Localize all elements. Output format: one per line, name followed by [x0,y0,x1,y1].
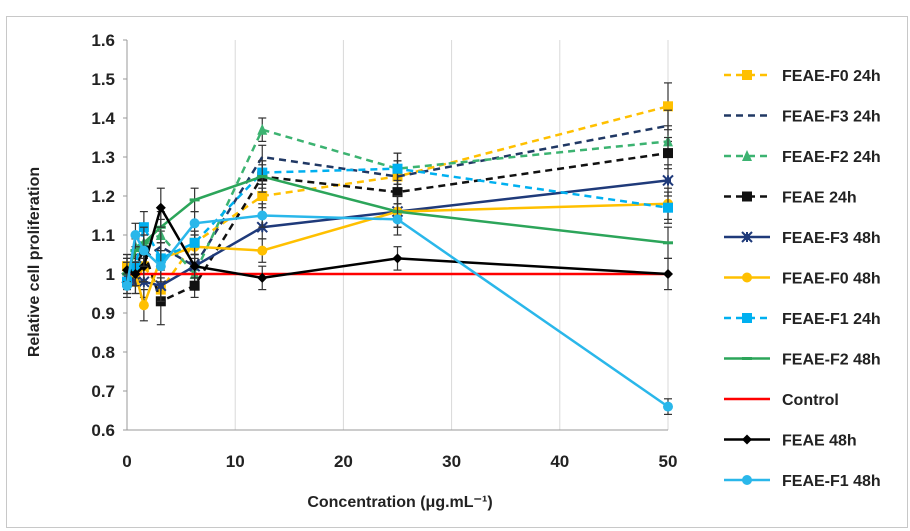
y-tick-label: 1.3 [91,148,115,167]
data-point [189,280,200,291]
legend-label: FEAE-F1 24h [782,311,881,328]
y-tick-label: 1.4 [91,109,115,128]
x-tick-label: 10 [226,452,245,471]
y-tick-label: 1 [106,265,115,284]
legend-label: FEAE 48h [782,433,857,450]
x-tick-label: 40 [550,452,569,471]
legend-marker-core [744,234,750,240]
data-point [138,300,149,311]
data-point [663,148,673,159]
data-point [155,202,166,213]
legend-marker [742,150,752,161]
legend-marker [742,70,752,80]
data-point [155,261,166,272]
legend-marker [742,272,752,283]
legend-item: FEAE-F0 24h [724,68,881,85]
legend-label: FEAE-F0 48h [782,271,881,288]
y-tick-label: 0.6 [91,421,115,440]
data-point [122,280,132,291]
legend-label: FEAE-F3 24h [782,109,881,126]
x-tick-label: 0 [122,452,131,471]
legend-marker [742,434,752,445]
legend-marker [741,231,753,243]
x-tick-label: 30 [442,452,461,471]
data-point [189,218,200,229]
series-line [125,167,669,283]
legend-item: FEAE-F0 48h [724,271,881,288]
legend-marker [742,191,752,202]
legend-item: Control [724,392,839,409]
series-layer [121,82,674,415]
data-point [663,202,673,213]
data-point-core [665,177,671,184]
y-tick-label: 1.2 [91,187,115,206]
data-point [663,401,673,412]
data-point [138,245,149,256]
legend-item: FEAE-F2 48h [724,352,881,369]
y-tick-label: 1.6 [91,31,115,50]
y-axis-title: Relative cell proliferation [26,167,43,357]
data-point [189,261,200,272]
data-point [257,272,268,283]
data-point [257,245,268,256]
legend-marker [742,475,752,485]
data-point [392,163,403,174]
series-feae-f1-48h [122,203,673,415]
legend-item: FEAE 24h [724,190,857,207]
legend-label: FEAE-F0 24h [782,68,881,85]
series-line [125,105,669,292]
x-axis-title: Concentration (μg.mL⁻¹) [307,494,492,511]
data-point [662,174,674,187]
legend-label: FEAE 24h [782,190,857,207]
legend-marker [742,313,752,323]
legend-label: FEAE-F2 48h [782,352,881,369]
y-tick-label: 0.8 [91,343,115,362]
data-point [257,191,268,201]
data-point [663,269,673,279]
y-tick-label: 1.1 [91,226,115,245]
data-point [257,210,268,221]
x-tick-label: 20 [334,452,353,471]
legend-item: FEAE 48h [724,433,857,450]
axis-layer: 0 10 20 30 40 50 0.6 0.7 0.8 0.9 1 1.1 1.2 1.3 1.4 1.5 1… [91,31,677,471]
legend-label: Control [782,392,839,409]
x-tick-label: 50 [659,452,678,471]
legend-label: FEAE-F2 24h [782,149,881,166]
legend-item: FEAE-F3 24h [724,109,881,126]
data-point [257,123,268,135]
data-point [130,230,141,240]
data-point [663,101,673,112]
legend-item: FEAE-F1 24h [724,311,881,328]
legend-label: FEAE-F3 48h [782,230,881,247]
legend-item: FEAE-F1 48h [724,473,881,490]
data-point [392,253,403,264]
y-tick-label: 0.7 [91,382,115,401]
data-point [189,237,200,248]
legend: FEAE-F0 24h FEAE-F3 24h FEAE-F2 24h FEAE 24… [724,68,881,490]
y-tick-label: 0.9 [91,304,115,323]
data-point [130,269,141,279]
data-point-core [157,282,164,289]
legend-item: FEAE-F3 48h [724,230,881,247]
legend-label: FEAE-F1 48h [782,473,881,490]
data-point [392,214,403,225]
y-tick-label: 1.5 [91,70,115,89]
legend-item: FEAE-F2 24h [724,149,881,166]
data-point [392,187,403,198]
